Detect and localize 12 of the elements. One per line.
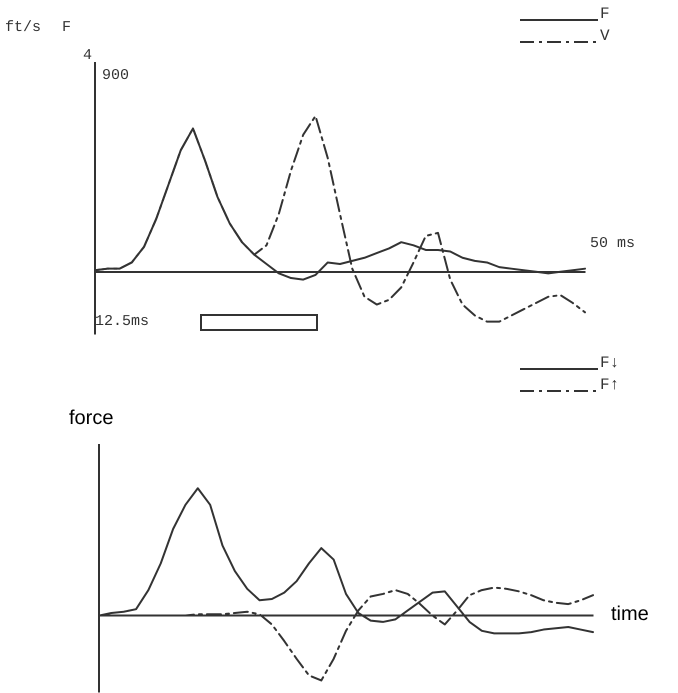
legend-label: F↑ [600,376,620,394]
text: F [62,19,72,36]
y-axis-title: force [69,407,114,429]
legend-label: F↓ [600,354,620,372]
annotation: 12.5ms [95,313,150,330]
text: ft/s [5,19,42,36]
legend-label: V [600,27,610,46]
text: 900 [102,67,130,84]
text: 50 ms [590,235,636,252]
x-axis-title: time [611,602,649,625]
text: 4 [83,47,92,64]
legend-label: F [600,5,610,24]
